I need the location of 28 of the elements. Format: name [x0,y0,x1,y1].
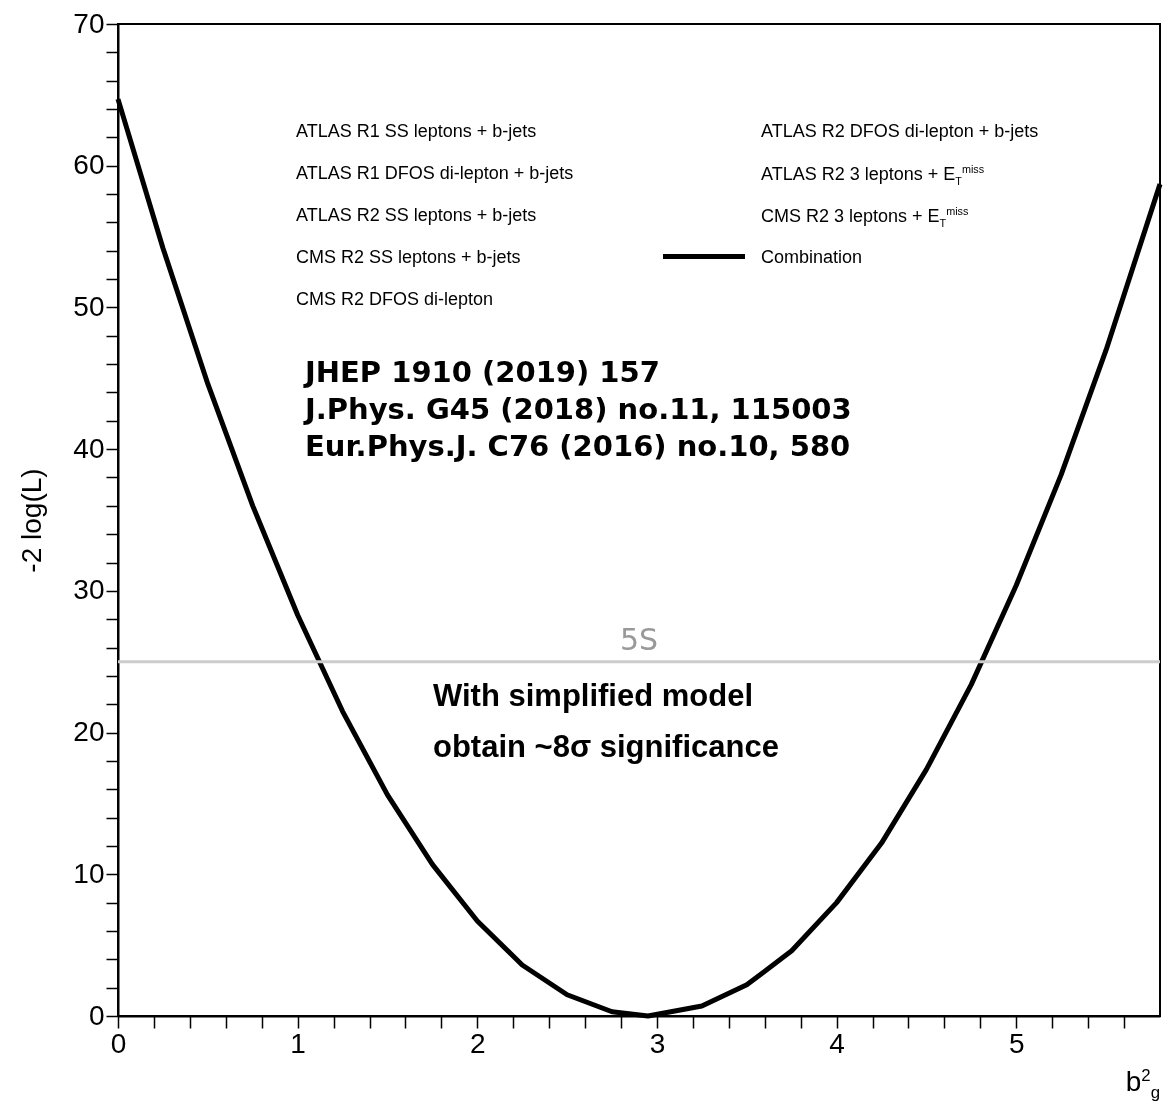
legend-label: Combination [761,247,863,267]
y-tick-label: 50 [73,290,105,322]
y-tick-label: 60 [73,149,105,181]
annotation: With simplified model [433,678,754,713]
x-tick-label: 0 [110,1027,127,1059]
x-tick-label: 5 [1008,1027,1025,1059]
annotation: JHEP 1910 (2019) 157 [305,355,660,389]
y-tick-label: 20 [73,716,105,748]
annotation: ATLAS R1 DFOS di-lepton + b-jets [296,163,574,183]
y-tick-label: 10 [73,857,105,889]
y-tick-label: 30 [73,574,105,606]
y-tick-label: 40 [73,432,105,464]
annotation: CMS R2 DFOS di-lepton [296,289,494,309]
x-tick-label: 4 [829,1027,845,1059]
annotation: ATLAS R1 SS leptons + b-jets [296,121,537,141]
annotation: ATLAS R2 SS leptons + b-jets [296,205,537,225]
annotation: CMS R2 SS leptons + b-jets [296,247,521,267]
annotation: ATLAS R2 DFOS di-lepton + b-jets [761,121,1039,141]
x-tick-label: 1 [290,1027,306,1059]
x-tick-label: 2 [470,1027,486,1059]
y-tick-label: 0 [88,999,105,1031]
annotation: Eur.Phys.J. C76 (2016) no.10, 580 [305,429,851,463]
y-tick-label: 70 [73,7,105,39]
annotation: J.Phys. G45 (2018) no.11, 115003 [305,392,852,426]
y-axis-title: -2 log(L) [16,468,48,573]
ref-line-label: 5S [619,621,659,657]
annotation: obtain ~8σ significance [433,729,779,764]
x-tick-label: 3 [649,1027,666,1059]
